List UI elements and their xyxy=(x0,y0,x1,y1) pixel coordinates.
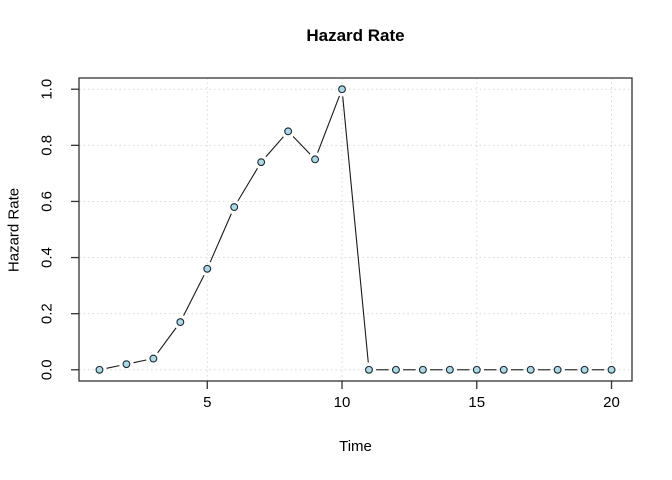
data-point xyxy=(472,365,481,374)
y-tick-label: 0.4 xyxy=(39,247,56,268)
data-point xyxy=(176,318,185,327)
data-point xyxy=(365,365,373,374)
series-segment xyxy=(237,168,258,202)
series-segment xyxy=(292,136,311,155)
series-segment xyxy=(317,95,340,153)
data-point xyxy=(338,85,346,94)
data-point xyxy=(607,365,616,374)
series-segment xyxy=(183,274,205,316)
y-tick-label: 0.8 xyxy=(39,135,56,156)
data-point xyxy=(418,365,427,374)
data-point xyxy=(122,360,131,369)
x-tick-label: 10 xyxy=(334,394,351,411)
plot-box xyxy=(78,77,633,382)
x-tick-label: 5 xyxy=(203,394,211,411)
data-point xyxy=(203,264,212,273)
y-tick-label: 0.2 xyxy=(39,303,56,324)
x-tick-label: 20 xyxy=(603,394,620,411)
data-point xyxy=(95,365,104,374)
x-axis-label: Time xyxy=(339,438,372,455)
series-segment xyxy=(106,365,120,369)
y-tick-label: 0.0 xyxy=(39,359,56,380)
y-tick-label: 0.6 xyxy=(39,191,56,212)
series-segment xyxy=(265,136,284,158)
series-segment xyxy=(157,327,177,354)
data-point xyxy=(311,155,320,164)
data-point xyxy=(580,365,589,374)
data-point xyxy=(499,365,508,374)
data-point xyxy=(284,127,293,136)
series-segment xyxy=(133,359,147,364)
data-point xyxy=(445,365,454,374)
chart-title: Hazard Rate xyxy=(306,26,405,45)
data-point xyxy=(391,365,400,374)
y-tick-label: 1.0 xyxy=(39,79,56,100)
data-point xyxy=(149,354,158,363)
data-point xyxy=(553,365,562,374)
data-point xyxy=(257,158,266,167)
data-point xyxy=(526,365,535,374)
series-segment xyxy=(209,213,232,263)
series-segment xyxy=(342,96,369,363)
x-tick-label: 15 xyxy=(468,394,485,411)
data-point xyxy=(230,203,239,212)
